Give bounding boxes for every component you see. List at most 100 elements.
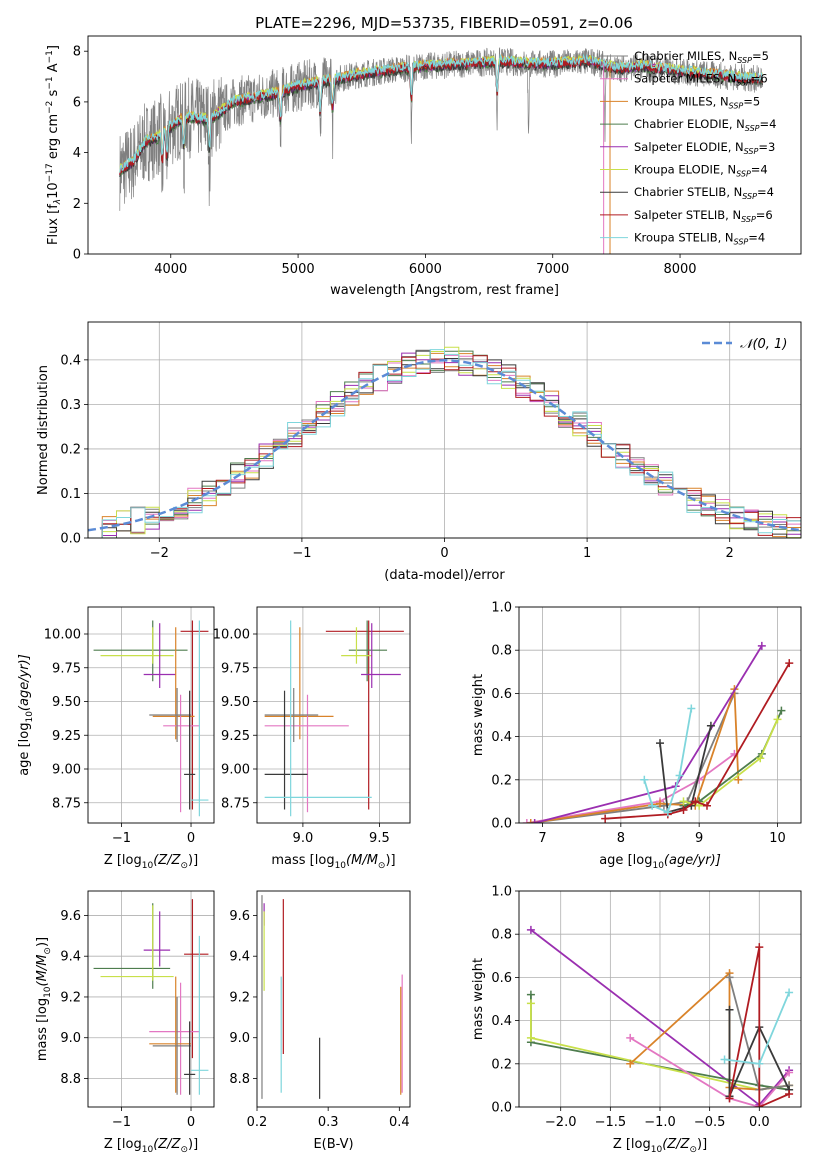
weight-line-salpeter-stelib <box>605 662 791 820</box>
y-tick-label: 6 <box>73 95 81 110</box>
y-tick-label: 10.00 <box>44 628 81 643</box>
label-part: Flux [f <box>46 204 61 245</box>
legend-label: Salpeter ELODIE, NSSP=3 <box>634 140 775 156</box>
weight-marker-kroupa-stelib <box>675 771 684 780</box>
legend-label: Salpeter MILES, NSSP=6 <box>634 72 768 88</box>
plot-area-spectrum <box>119 47 764 254</box>
label-part: )] <box>385 853 395 868</box>
weight-marker-chabrier-stelib <box>706 721 715 730</box>
x-tick-label: 1 <box>583 546 591 561</box>
x-tick-label: −0.5 <box>694 1115 726 1130</box>
x-axis-label: (data-model)/error <box>384 568 505 583</box>
legend-label: Kroupa MILES, NSSP=5 <box>634 94 760 110</box>
y-tick-label: 9.75 <box>221 661 250 676</box>
weight-marker-salpeter-stelib <box>755 943 764 952</box>
label-part: =6 <box>751 72 768 86</box>
weight-marker-kroupa-stelib <box>640 775 649 784</box>
plot-area-age_vs_Z <box>93 620 209 817</box>
y-axis-label: Flux [fλ10−17 erg cm−2 s−1 A−1] <box>45 45 63 245</box>
x-tick-label: 2 <box>726 546 734 561</box>
axes-frame <box>87 890 215 1108</box>
y-tick-label: 0.4 <box>60 353 81 368</box>
y-tick-label: 0.8 <box>491 644 512 659</box>
y-tick-label: 0.0 <box>491 817 512 832</box>
legend-label: Kroupa ELODIE, NSSP=4 <box>634 163 768 179</box>
x-tick-label: 9.0 <box>293 831 314 846</box>
label-part: s <box>46 89 61 100</box>
label-part: λ <box>53 199 63 205</box>
label-part: age [log <box>17 723 32 776</box>
weight-line-kroupa-elodie <box>683 718 779 807</box>
axes-mass_vs_Z: −1 0 8.8 9.0 9.2 9.4 9.6 Z [log10(Z/Z⊙)] <box>60 890 215 1155</box>
x-tick-label: 8000 <box>663 262 696 277</box>
y-tick-label: 2 <box>73 197 81 212</box>
legend-label: Chabrier STELIB, NSSP=4 <box>634 185 774 201</box>
weight-marker-chabrier-elodie <box>777 706 786 715</box>
label-part: Salpeter MILES, N <box>634 72 736 86</box>
y-tick-label: 9.25 <box>52 729 81 744</box>
weight-marker-salpeter-elodie <box>526 925 535 934</box>
label-part: ] <box>46 45 61 50</box>
x-tick-label: 0.2 <box>247 1115 268 1130</box>
y-tick-label: 0.4 <box>491 730 512 745</box>
y-tick-label: 0.4 <box>491 1014 512 1029</box>
label-part: Salpeter ELODIE, N <box>634 140 744 154</box>
x-tick-label: 9.5 <box>369 831 390 846</box>
x-tick-label: 5000 <box>282 262 315 277</box>
y-tick-label: 9.0 <box>60 1031 81 1046</box>
x-tick-label: −1 <box>112 1115 131 1130</box>
axes-frame <box>87 606 215 824</box>
label-part: 10 <box>142 1145 154 1155</box>
label-part: )] <box>188 1137 198 1152</box>
x-axis-label: wavelength [Angstrom, rest frame] <box>330 283 559 298</box>
weight-marker-kroupa-miles <box>656 799 664 808</box>
y-tick-label: 0.8 <box>491 928 512 943</box>
label-part: ⊙ <box>180 861 188 871</box>
label-part: (M/M <box>346 853 378 868</box>
weight-marker-salpeter-miles <box>626 1033 635 1042</box>
label-part: erg cm <box>46 114 61 163</box>
y-tick-label: 9.00 <box>52 763 81 778</box>
weight-marker-salpeter-stelib <box>785 1090 794 1099</box>
y-tick-label: 9.6 <box>60 909 81 924</box>
label-part: 10 <box>43 986 53 998</box>
label-part: ⊙ <box>43 947 53 955</box>
weight-marker-salpeter-stelib <box>691 797 700 806</box>
x-tick-label: −1.0 <box>644 1115 676 1130</box>
x-tick-label: 0.4 <box>389 1115 410 1130</box>
y-tick-label: 9.0 <box>229 1031 250 1046</box>
x-tick-label: 0 <box>187 831 195 846</box>
x-tick-label: 9 <box>695 831 703 846</box>
y-tick-label: 9.75 <box>52 661 81 676</box>
plot-area-age_vs_mass <box>264 620 404 817</box>
y-tick-label: 9.25 <box>221 729 250 744</box>
axes-spectrum: 4000 5000 6000 7000 8000 0 2 4 6 8 <box>73 35 802 277</box>
plot-area-weight_vs_Z <box>526 925 794 1107</box>
label-part: Chabrier STELIB, N <box>634 185 742 199</box>
label-part: (age/yr)] <box>664 853 721 868</box>
label-part: ⊙ <box>378 861 386 871</box>
label-part: age [log <box>599 853 652 868</box>
weight-marker-kroupa-stelib <box>648 801 657 810</box>
x-tick-label: 10 <box>769 831 786 846</box>
legend-label: Salpeter STELIB, NSSP=6 <box>634 208 773 224</box>
x-tick-label: −2.0 <box>545 1115 577 1130</box>
axes-frame <box>87 35 802 255</box>
chart-title: PLATE=2296, MJD=53735, FIBERID=0591, z=0… <box>255 14 633 32</box>
weight-marker-salpeter-miles <box>522 819 531 823</box>
label-part: Z [log <box>104 853 142 868</box>
weight-marker-kroupa-elodie <box>773 715 782 724</box>
label-part: 10 <box>46 182 61 199</box>
label-part: ⊙ <box>180 1145 188 1155</box>
x-tick-label: 0 <box>187 1115 195 1130</box>
y-axis-label: Normed distribution <box>36 365 51 495</box>
label-part: )] <box>35 937 50 947</box>
legend-label: 𝒩(0, 1) <box>740 337 787 352</box>
label-part: =5 <box>752 49 769 63</box>
x-tick-label: −1.5 <box>595 1115 627 1130</box>
x-axis-label: mass [log10(M/M⊙)] <box>271 853 395 871</box>
normal-distribution-curve <box>88 359 801 532</box>
plot-area-mass_vs_Z <box>93 899 209 1095</box>
